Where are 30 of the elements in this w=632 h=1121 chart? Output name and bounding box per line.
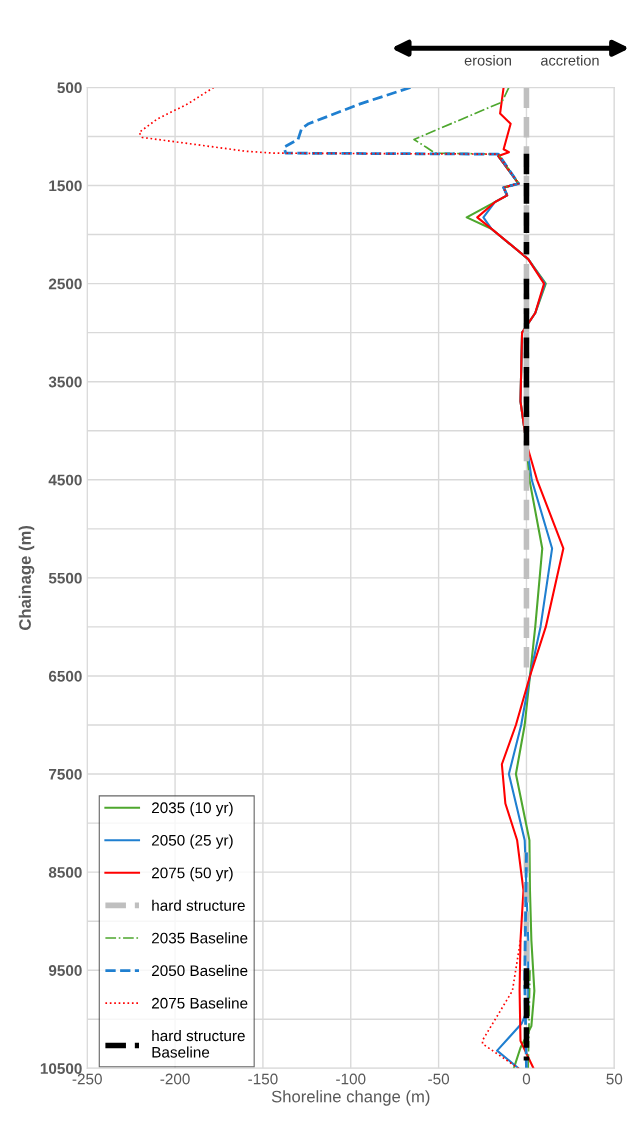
x-tick-label: 0 (522, 1073, 531, 1085)
legend-label: hard structure (152, 899, 245, 911)
legend-label: 2035 (10 yr) (152, 801, 233, 817)
x-tick-label: -100 (336, 1073, 366, 1085)
x-tick-label: -150 (248, 1073, 278, 1085)
text: erosion (464, 54, 511, 66)
y-axis-title: Chainage (m) (18, 525, 35, 630)
y-tick-label: 5500 (48, 572, 82, 584)
legend-label: 2050 (25 yr) (152, 834, 233, 849)
y-tick-label: 10500 (40, 1063, 82, 1074)
legend-label: 2035 Baseline (152, 932, 248, 944)
x-tick-label: -50 (428, 1073, 450, 1085)
legend-label: 2075 (50 yr) (152, 867, 233, 882)
y-tick-label: 6500 (48, 670, 82, 682)
x-tick-label: -250 (72, 1073, 102, 1085)
legend-label: hard structure Baseline (152, 1029, 245, 1058)
x-axis-title: Shoreline change (m) (271, 1090, 430, 1106)
y-tick-label: 3500 (48, 376, 82, 388)
y-tick-label: 9500 (48, 965, 82, 976)
text: accretion (540, 54, 599, 66)
y-tick-label: 500 (57, 82, 82, 94)
x-tick-label: 50 (606, 1073, 623, 1085)
legend-label: 2050 Baseline (152, 964, 248, 977)
y-tick-label: 1500 (49, 180, 82, 192)
y-tick-label: 4500 (48, 474, 82, 486)
y-tick-label: 2500 (48, 278, 82, 290)
legend-label: 2075 Baseline (152, 997, 248, 1009)
x-tick-label: -200 (160, 1073, 190, 1085)
y-tick-label: 8500 (48, 867, 82, 878)
y-tick-label: 7500 (49, 768, 82, 780)
